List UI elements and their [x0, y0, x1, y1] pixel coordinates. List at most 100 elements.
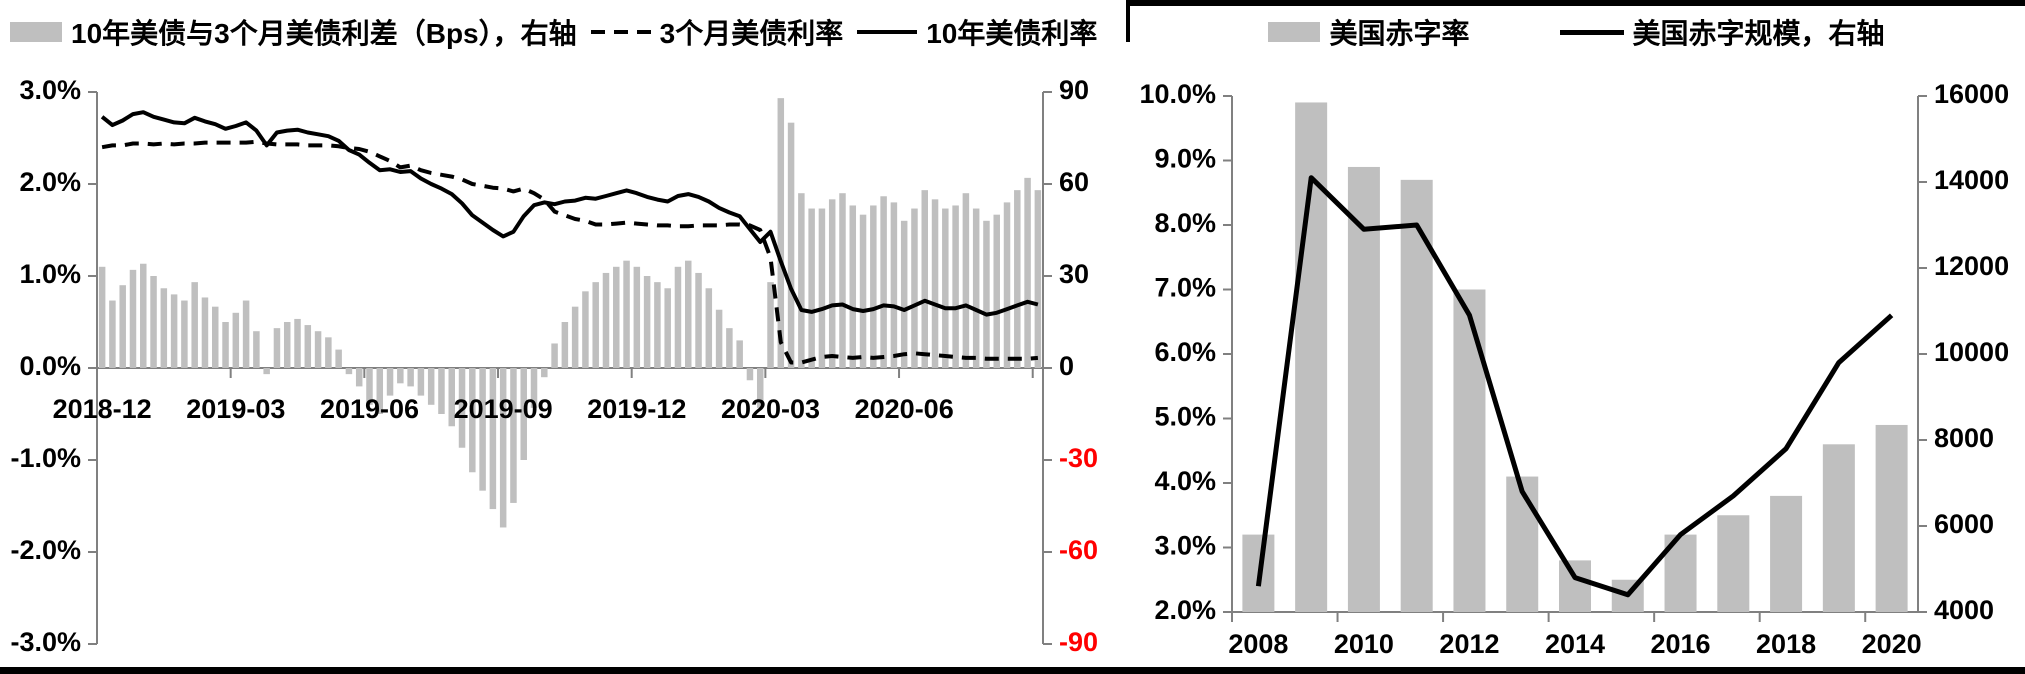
bar	[870, 205, 877, 368]
bar	[798, 193, 805, 368]
bar	[972, 208, 980, 368]
bar	[921, 190, 928, 368]
bar	[222, 322, 229, 368]
bar	[746, 368, 754, 381]
bar	[849, 205, 857, 368]
y-axis-label-right: -30	[1059, 443, 1098, 473]
y-axis-label-left: 10.0%	[1139, 79, 1216, 109]
right-panel-top-border	[1126, 0, 2025, 6]
bar	[602, 272, 610, 368]
y-axis-label-right: 6000	[1934, 509, 1994, 539]
bottom-border	[0, 667, 2025, 674]
legend-item-10y-yield: 10年美债利率	[857, 12, 1097, 52]
bar	[787, 122, 795, 369]
bar	[355, 368, 363, 387]
bar	[520, 368, 527, 460]
bar	[366, 368, 373, 405]
bar	[1770, 495, 1803, 612]
bar	[1347, 166, 1380, 612]
bar	[212, 306, 219, 368]
bar	[510, 368, 517, 503]
bar	[438, 368, 445, 414]
y-axis-label-left: 0.0%	[19, 351, 81, 381]
legend-item-3m-yield: 3个月美债利率	[590, 12, 844, 52]
bar	[294, 318, 301, 368]
bar	[643, 276, 651, 368]
bar	[736, 340, 743, 368]
y-axis-label-right: 60	[1059, 167, 1089, 197]
bar	[1014, 190, 1021, 368]
y-axis-label-right: 14000	[1934, 165, 2009, 195]
y-axis-label-right: 4000	[1934, 595, 1994, 625]
solid-line-swatch-icon	[857, 30, 918, 34]
bar	[674, 266, 682, 368]
bar	[808, 208, 815, 368]
solid-line-swatch-icon	[1559, 29, 1624, 35]
bar	[304, 325, 312, 368]
bar	[705, 288, 713, 368]
bar	[160, 288, 168, 368]
bar	[654, 282, 661, 368]
bar	[561, 322, 569, 368]
bar	[1024, 177, 1031, 368]
x-axis-label: 2020	[1862, 629, 1922, 659]
y-axis-label-left: 9.0%	[1154, 144, 1216, 174]
bar	[1717, 515, 1750, 612]
bar	[551, 343, 558, 368]
bar	[931, 199, 939, 368]
y-axis-label-left: 2.0%	[1154, 595, 1216, 625]
bar	[263, 368, 270, 375]
bar	[479, 368, 486, 491]
bar-swatch-icon	[1268, 22, 1321, 42]
legend-label-deficit-scale: 美国赤字规模，右轴	[1632, 18, 1885, 49]
dashed-line-series	[101, 139, 1039, 365]
x-axis-label: 2019-03	[186, 394, 285, 424]
bar	[232, 312, 240, 368]
legend-label-deficit-rate: 美国赤字率	[1329, 18, 1470, 49]
bar	[695, 272, 702, 368]
bar	[448, 368, 455, 427]
bar	[592, 282, 599, 368]
bar	[191, 282, 198, 368]
bar	[993, 214, 1000, 368]
y-axis-label-left: -3.0%	[10, 627, 81, 657]
bar	[777, 98, 785, 368]
x-axis-label: 2010	[1334, 629, 1394, 659]
bar	[1559, 560, 1591, 612]
bar	[942, 208, 949, 368]
bar	[571, 306, 579, 368]
bar	[119, 285, 126, 368]
bar	[150, 276, 157, 368]
bar	[140, 263, 147, 368]
bar	[201, 297, 209, 368]
bar	[1875, 424, 1908, 612]
y-axis-label-right: 30	[1059, 259, 1089, 289]
bar	[242, 300, 250, 368]
bar	[633, 266, 641, 368]
bar	[767, 282, 774, 368]
bar	[756, 368, 764, 408]
x-axis-label: 2019-09	[454, 394, 553, 424]
legend-label-3m-yield: 3个月美债利率	[659, 18, 844, 49]
bar	[469, 368, 476, 473]
x-axis-label: 2018	[1756, 629, 1816, 659]
bar	[623, 260, 630, 368]
legend-item-deficit-rate: 美国赤字率	[1268, 12, 1470, 52]
x-axis-label: 2020-03	[721, 394, 820, 424]
bar	[386, 368, 394, 396]
solid-line-series	[1255, 175, 1894, 598]
bar	[818, 208, 826, 368]
y-axis-label-right: 16000	[1934, 79, 2009, 109]
y-axis-label-right: 0	[1059, 351, 1074, 381]
x-axis-label: 2019-12	[587, 394, 686, 424]
bar	[489, 368, 497, 510]
bar	[613, 266, 620, 368]
bar	[880, 196, 887, 368]
bar	[952, 205, 959, 368]
y-axis-label-left: -1.0%	[10, 443, 81, 473]
bar	[685, 260, 692, 368]
bar	[664, 288, 671, 368]
y-axis-label-left: -2.0%	[10, 535, 81, 565]
x-axis-label: 2019-06	[320, 394, 419, 424]
